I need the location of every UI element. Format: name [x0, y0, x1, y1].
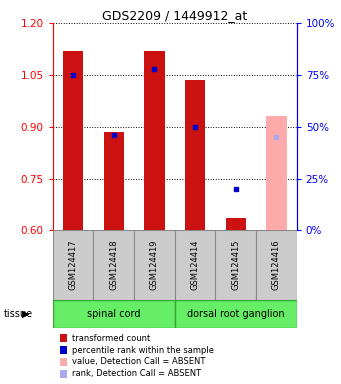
Bar — [93, 230, 134, 300]
Bar — [225, 218, 246, 230]
Bar — [256, 230, 297, 300]
Text: tissue: tissue — [3, 309, 32, 319]
Bar — [185, 80, 205, 230]
Text: percentile rank within the sample: percentile rank within the sample — [72, 346, 214, 354]
Text: dorsal root ganglion: dorsal root ganglion — [187, 309, 284, 319]
Bar — [53, 230, 93, 300]
Bar — [175, 230, 216, 300]
Text: GSM124414: GSM124414 — [191, 240, 199, 290]
Text: GSM124419: GSM124419 — [150, 240, 159, 290]
Text: spinal cord: spinal cord — [87, 309, 140, 319]
Bar — [134, 230, 175, 300]
Text: rank, Detection Call = ABSENT: rank, Detection Call = ABSENT — [72, 369, 202, 378]
Text: GSM124416: GSM124416 — [272, 240, 281, 290]
Bar — [63, 51, 83, 230]
Bar — [144, 51, 165, 230]
Text: ▶: ▶ — [22, 309, 30, 319]
Text: GSM124415: GSM124415 — [231, 240, 240, 290]
Bar — [175, 300, 297, 328]
Text: value, Detection Call = ABSENT: value, Detection Call = ABSENT — [72, 358, 206, 366]
Text: GSM124418: GSM124418 — [109, 240, 118, 290]
Bar — [53, 300, 175, 328]
Bar — [216, 230, 256, 300]
Text: GSM124417: GSM124417 — [69, 240, 78, 290]
Bar — [266, 116, 286, 230]
Bar — [104, 132, 124, 230]
Text: transformed count: transformed count — [72, 334, 150, 343]
Title: GDS2209 / 1449912_at: GDS2209 / 1449912_at — [102, 9, 247, 22]
